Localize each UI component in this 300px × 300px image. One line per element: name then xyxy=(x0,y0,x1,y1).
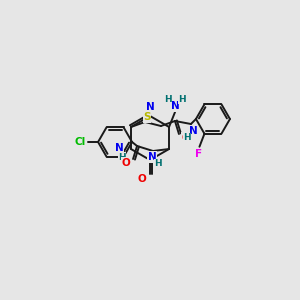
Text: N: N xyxy=(115,143,123,153)
Text: O: O xyxy=(122,158,130,168)
Text: N: N xyxy=(189,126,197,136)
Text: H: H xyxy=(178,94,186,103)
Text: N: N xyxy=(171,101,179,111)
Text: H: H xyxy=(154,160,162,169)
Text: F: F xyxy=(195,149,202,159)
Text: H: H xyxy=(118,152,126,161)
Text: O: O xyxy=(182,133,190,143)
Text: S: S xyxy=(143,112,151,122)
Text: N: N xyxy=(146,102,154,112)
Text: N: N xyxy=(148,152,156,162)
Text: H: H xyxy=(183,134,191,142)
Text: Cl: Cl xyxy=(74,137,86,147)
Text: O: O xyxy=(138,174,146,184)
Text: H: H xyxy=(164,94,172,103)
